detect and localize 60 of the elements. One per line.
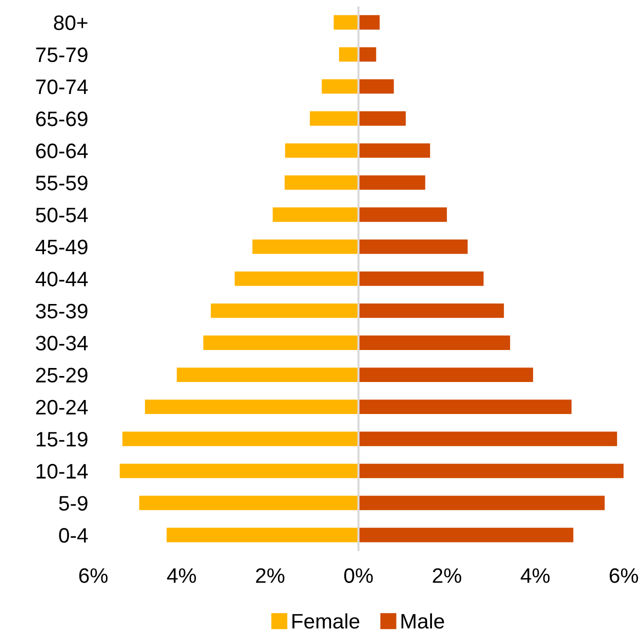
bar xyxy=(339,47,358,62)
x-tick-label: 4% xyxy=(520,568,550,583)
bar xyxy=(358,111,406,126)
bar xyxy=(358,175,426,190)
y-tick-label: 0-4 xyxy=(59,528,88,543)
bar xyxy=(139,496,358,510)
legend-label: Female xyxy=(292,613,360,629)
bar xyxy=(166,528,358,542)
y-tick-label: 50-54 xyxy=(36,208,88,222)
bar xyxy=(310,111,358,126)
x-tick-label: 2% xyxy=(432,568,462,583)
bar xyxy=(358,336,510,350)
bar xyxy=(144,400,358,414)
bar xyxy=(234,271,358,286)
x-tick-label: 6% xyxy=(610,568,638,583)
bar xyxy=(358,207,447,222)
y-tick-label: 70-74 xyxy=(36,79,88,94)
bar xyxy=(358,400,572,414)
y-tick-label: 65-69 xyxy=(36,112,88,126)
bar xyxy=(203,336,358,350)
bar xyxy=(358,79,394,94)
bar xyxy=(285,143,358,158)
y-tick-label: 10-14 xyxy=(36,464,88,479)
y-tick-label: 80+ xyxy=(54,15,88,30)
bar xyxy=(358,143,430,158)
y-tick-label: 30-34 xyxy=(36,336,88,351)
bar xyxy=(120,464,358,478)
bar xyxy=(334,15,358,30)
y-tick-label: 40-44 xyxy=(36,272,88,286)
bar xyxy=(284,175,358,190)
y-tick-label: 75-79 xyxy=(36,47,88,62)
bar xyxy=(210,304,358,318)
x-tick-label: 6% xyxy=(79,568,108,583)
legend-label: Male xyxy=(402,613,444,629)
y-tick-label: 20-24 xyxy=(36,400,88,415)
bar xyxy=(358,47,376,62)
bar xyxy=(358,432,618,446)
y-tick-label: 25-29 xyxy=(36,368,88,383)
y-tick-label: 5-9 xyxy=(59,496,88,511)
bar xyxy=(272,207,358,222)
y-tick-label: 15-19 xyxy=(36,432,88,447)
y-tick-label: 55-59 xyxy=(36,176,88,190)
x-tick-label: 0% xyxy=(344,568,373,583)
bar xyxy=(176,368,358,382)
bar xyxy=(358,464,624,478)
bar xyxy=(358,271,484,286)
bar xyxy=(358,528,574,542)
bar xyxy=(358,15,380,30)
bar xyxy=(252,239,358,254)
bar xyxy=(358,496,605,510)
y-tick-label: 35-39 xyxy=(36,304,88,318)
bar xyxy=(122,432,358,446)
x-tick-label: 4% xyxy=(167,568,196,583)
bar xyxy=(322,79,358,94)
bar xyxy=(358,368,534,382)
x-tick-label: 2% xyxy=(256,568,284,583)
y-tick-label: 45-49 xyxy=(36,240,88,254)
bar xyxy=(358,239,468,254)
bar xyxy=(358,304,504,318)
y-tick-label: 60-64 xyxy=(36,144,88,158)
